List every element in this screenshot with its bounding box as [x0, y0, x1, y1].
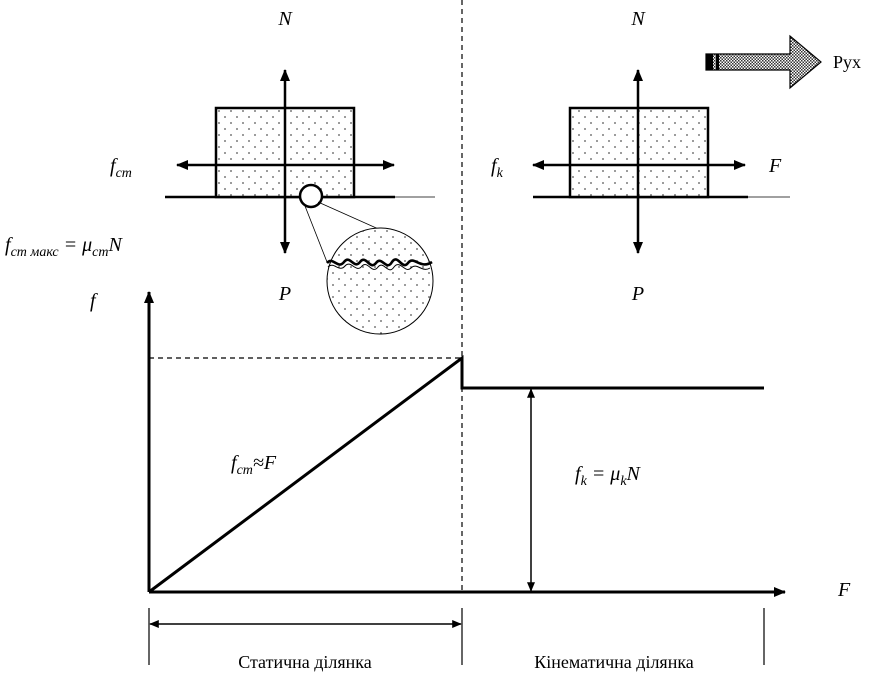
magnified-contact	[326, 227, 434, 335]
motion-arrow-icon	[705, 34, 822, 90]
label-kinetic-zone: Кінематична ділянка	[534, 652, 694, 672]
label-f-kinetic: fk	[491, 155, 504, 181]
label-n-static: N	[277, 8, 293, 30]
label-p-static: P	[278, 283, 291, 305]
surface-roughness	[326, 258, 433, 267]
label-static-zone: Статична ділянка	[238, 652, 372, 672]
friction-curve	[148, 355, 764, 594]
label-max-static: fст макс = μстN	[5, 234, 123, 260]
label-motion: Рух	[833, 52, 861, 72]
label-f-static: fст	[110, 155, 132, 181]
label-p-kinetic: P	[631, 283, 644, 305]
kinetic-block-group	[532, 69, 790, 254]
static-block-group	[165, 69, 435, 335]
label-y-axis: f	[90, 290, 98, 312]
label-applied-force: F	[768, 155, 782, 177]
label-kinetic-relation: fk = μkN	[575, 463, 642, 489]
label-static-relation: fст≈F	[231, 452, 277, 478]
label-x-axis: F	[837, 579, 851, 601]
label-n-kinetic: N	[630, 8, 646, 30]
contact-point-circle	[298, 183, 324, 209]
